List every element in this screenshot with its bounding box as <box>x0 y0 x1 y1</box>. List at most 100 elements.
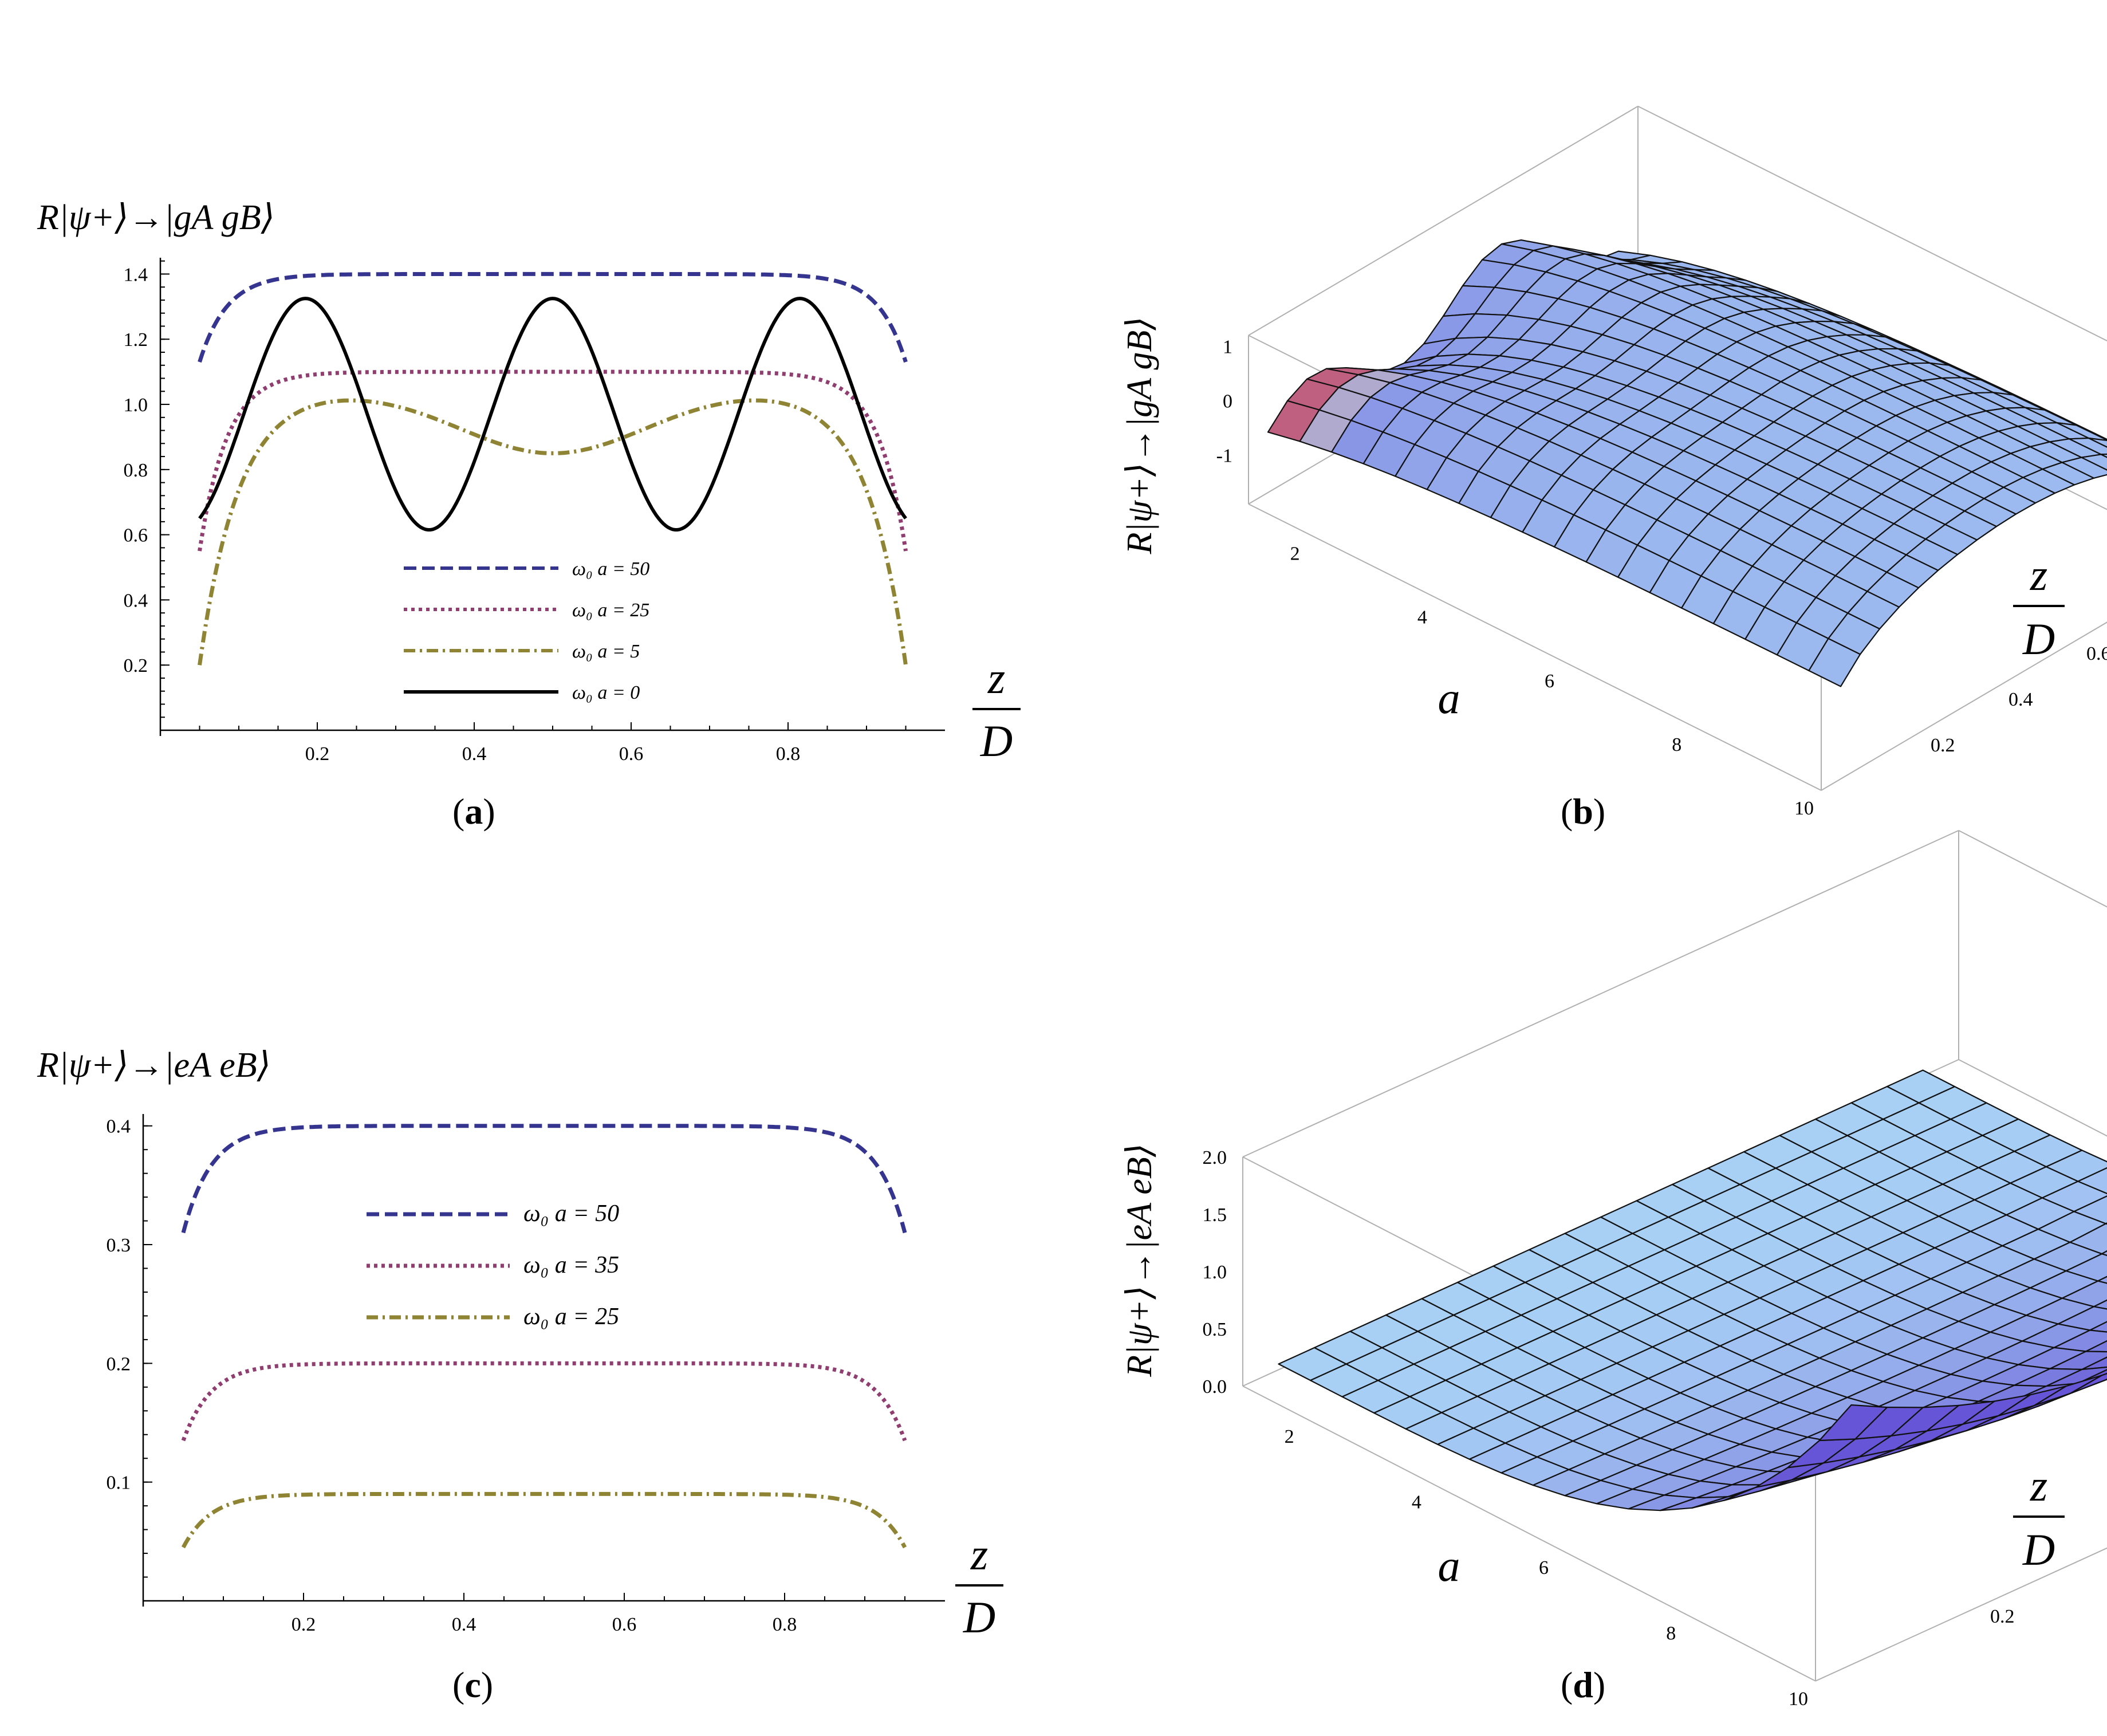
surface-patch <box>1757 287 1810 305</box>
caption-a-letter: a <box>464 791 483 832</box>
surface-patch <box>1310 1363 1379 1398</box>
a-axis-label: a <box>1438 1541 1460 1591</box>
surface-patch <box>1775 1412 1844 1438</box>
surface-patch <box>1888 440 1941 469</box>
surface-patch <box>1492 1249 1562 1284</box>
zd-axis-label-bottom: D <box>2022 1525 2055 1574</box>
surface-patch <box>1731 1470 1801 1486</box>
surface-patch <box>1814 1102 1884 1136</box>
x-axis-label-top: z <box>987 653 1005 703</box>
bounding-box-edge <box>1248 503 1822 791</box>
surface-patch <box>1842 507 1895 541</box>
surface-patch <box>1842 1151 1912 1186</box>
surface-patch <box>2053 1329 2107 1352</box>
bounding-box-edge <box>1248 274 1639 505</box>
surface-patch <box>1592 469 1645 506</box>
surface-patch <box>1474 286 1527 316</box>
surface-patch <box>1536 400 1589 426</box>
surface-patch <box>1970 1214 2039 1247</box>
surface-patch <box>1759 1471 1828 1492</box>
surface-patch <box>1910 1396 1979 1418</box>
surface-patch <box>1787 1438 1856 1469</box>
surface-patch <box>1585 529 1639 578</box>
surface-patch <box>1620 1314 1689 1348</box>
surface-patch <box>1974 1182 2043 1216</box>
surface-patch <box>1676 480 1728 515</box>
surface-patch <box>1902 1215 1971 1249</box>
surface-patch <box>1838 1184 1908 1218</box>
surface-patch <box>1930 1415 1999 1442</box>
surface-patch <box>1596 262 1649 281</box>
surface-patch <box>1458 470 1511 518</box>
surface-patch <box>1389 374 1442 393</box>
surface-patch <box>1553 514 1606 563</box>
surface-patch <box>1881 479 1933 510</box>
surface-patch <box>1541 474 1594 516</box>
surface-patch <box>1910 1151 1979 1185</box>
surface-patch <box>1858 1430 1928 1458</box>
bounding-box-edge <box>1242 1385 1816 1682</box>
zd-axis-label-top: z <box>2030 550 2047 600</box>
surface-patch <box>1877 348 1931 364</box>
surface-patch <box>1628 1494 1697 1511</box>
surface-patch <box>1421 381 1474 404</box>
surface-patch <box>2010 1166 2079 1199</box>
bounding-box-edge <box>1637 274 2107 510</box>
surface-patch <box>1609 279 1661 304</box>
surface-patch <box>1318 387 1372 422</box>
x-tick-label: 0.6 <box>612 1614 637 1635</box>
surface-patch <box>2093 1299 2107 1310</box>
surface-patch <box>1890 1308 1960 1339</box>
surface-patch <box>1601 317 1655 345</box>
surface-patch <box>1672 304 1725 329</box>
value-tick-label: 2.0 <box>1203 1147 1227 1168</box>
surface-patch <box>2037 422 2089 440</box>
surface-patch <box>1703 1184 1773 1218</box>
surface-patch <box>1653 314 1706 342</box>
surface-patch <box>1403 337 1456 364</box>
surface-patch <box>1747 1373 1817 1403</box>
surface-patch <box>1807 1167 1876 1202</box>
surface-patch <box>1505 1426 1574 1458</box>
surface-patch <box>1900 467 1953 497</box>
surface-patch <box>1490 485 1543 533</box>
surface-patch <box>1829 478 1882 510</box>
surface-patch <box>1660 1496 1729 1511</box>
surface-patch <box>1986 1340 2055 1365</box>
surface-patch <box>1990 1314 2059 1342</box>
surface-patch <box>1448 353 1501 368</box>
zd-axis-label-top: z <box>2030 1461 2047 1510</box>
surface-patch <box>1755 1313 1824 1345</box>
surface-patch <box>1826 1448 1896 1473</box>
surface-patch <box>1922 1320 1991 1350</box>
surface-patch <box>1656 498 1709 536</box>
surface-patch <box>1819 354 1872 377</box>
surface-patch <box>1771 525 1824 561</box>
surface-patch <box>1700 550 1753 592</box>
surface-patch <box>1834 556 1888 592</box>
surface-patch <box>1998 1385 2067 1416</box>
value-tick-label: 1.5 <box>1203 1204 1227 1226</box>
surface-patch <box>1970 1406 2039 1428</box>
surface-patch <box>1822 1435 1892 1464</box>
surface-patch <box>1743 308 1796 327</box>
surface-patch <box>1608 1408 1677 1439</box>
surface-patch <box>1946 415 1999 439</box>
surface-patch <box>1946 1380 2015 1402</box>
surface-patch <box>1789 298 1842 317</box>
surface-patch <box>1862 1263 1932 1296</box>
surface-patch <box>1578 258 1632 261</box>
legend-label-2: ω₀ a = 35 <box>523 1252 619 1278</box>
surface-patch <box>1442 285 1495 317</box>
surface-patch <box>1902 1427 1971 1446</box>
surface-patch <box>1699 1217 1769 1251</box>
y-tick-label: 1.2 <box>124 329 148 351</box>
surface-patch <box>1748 355 1801 383</box>
surface-patch <box>1445 1363 1514 1398</box>
surface-patch <box>1385 1298 1455 1332</box>
surface-patch <box>1699 1466 1769 1486</box>
surface-patch <box>1679 1376 1748 1407</box>
surface-patch <box>1739 1167 1809 1202</box>
surface-patch <box>1484 400 1538 429</box>
bounding-box-edge <box>1815 1547 2107 1682</box>
